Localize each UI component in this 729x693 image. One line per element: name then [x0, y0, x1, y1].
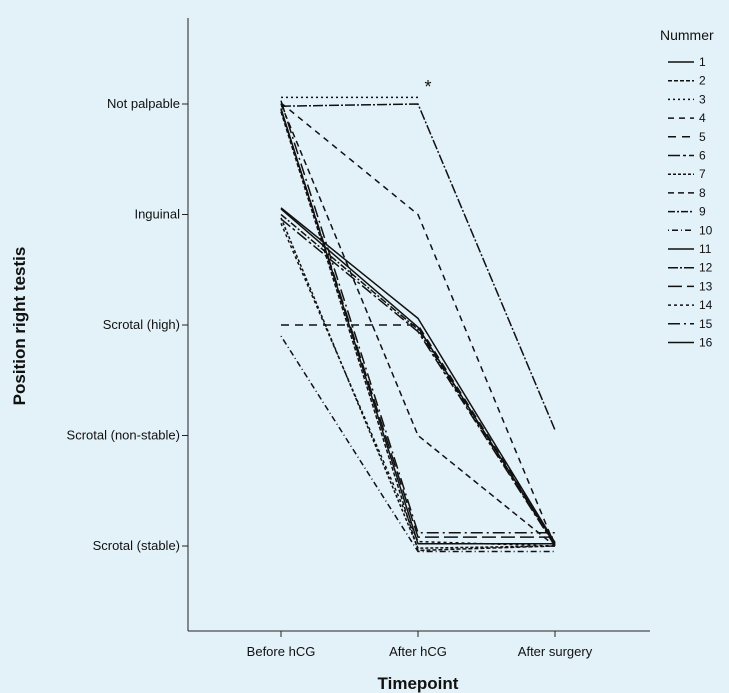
legend-title: Nummer — [660, 27, 714, 43]
series-line-10 — [280, 335, 555, 553]
legend-label-9: 9 — [699, 205, 706, 219]
legend-label-6: 6 — [699, 149, 706, 163]
series-line-11 — [280, 108, 555, 545]
y-tick-label: Scrotal (stable) — [93, 538, 180, 553]
series-line-5 — [281, 324, 556, 544]
series-line-15 — [280, 100, 555, 534]
legend-label-16: 16 — [699, 336, 713, 350]
legend-label-10: 10 — [699, 223, 713, 237]
axes: Not palpable Inguinal Scrotal (high) Scrota… — [67, 18, 650, 659]
series-line-16 — [280, 207, 556, 544]
legend-label-4: 4 — [699, 111, 706, 125]
series-line-6 — [280, 218, 556, 547]
legend-label-13: 13 — [699, 279, 713, 293]
x-tick-label: After surgery — [518, 644, 593, 659]
series-line-9 — [280, 213, 556, 546]
legend-label-1: 1 — [699, 55, 706, 69]
y-tick-label: Scrotal (non-stable) — [67, 428, 180, 443]
series-lines — [280, 96, 556, 553]
y-tick-label: Scrotal (high) — [103, 317, 180, 332]
legend-label-3: 3 — [699, 92, 706, 106]
legend-label-12: 12 — [699, 261, 713, 275]
significance-annotation: * — [424, 77, 431, 97]
x-axis-title: Timepoint — [378, 674, 459, 693]
x-tick-label: Before hCG — [247, 644, 316, 659]
series-line-7 — [280, 217, 556, 549]
y-tick-label: Not palpable — [107, 96, 180, 111]
legend-label-14: 14 — [699, 298, 713, 312]
y-axis-title: Position right testis — [10, 247, 29, 406]
y-tick-label: Inguinal — [134, 207, 180, 222]
legend-label-8: 8 — [699, 186, 706, 200]
legend-label-15: 15 — [699, 317, 713, 331]
legend-label-11: 11 — [699, 242, 712, 256]
series-line-13 — [280, 109, 555, 538]
series-line-1 — [280, 208, 556, 545]
legend-label-2: 2 — [699, 74, 706, 88]
series-line-14 — [280, 223, 556, 547]
legend-label-5: 5 — [699, 130, 706, 144]
x-tick-label: After hCG — [389, 644, 447, 659]
series-line-12 — [280, 103, 556, 431]
legend-label-7: 7 — [699, 167, 706, 181]
series-line-4 — [280, 102, 556, 547]
